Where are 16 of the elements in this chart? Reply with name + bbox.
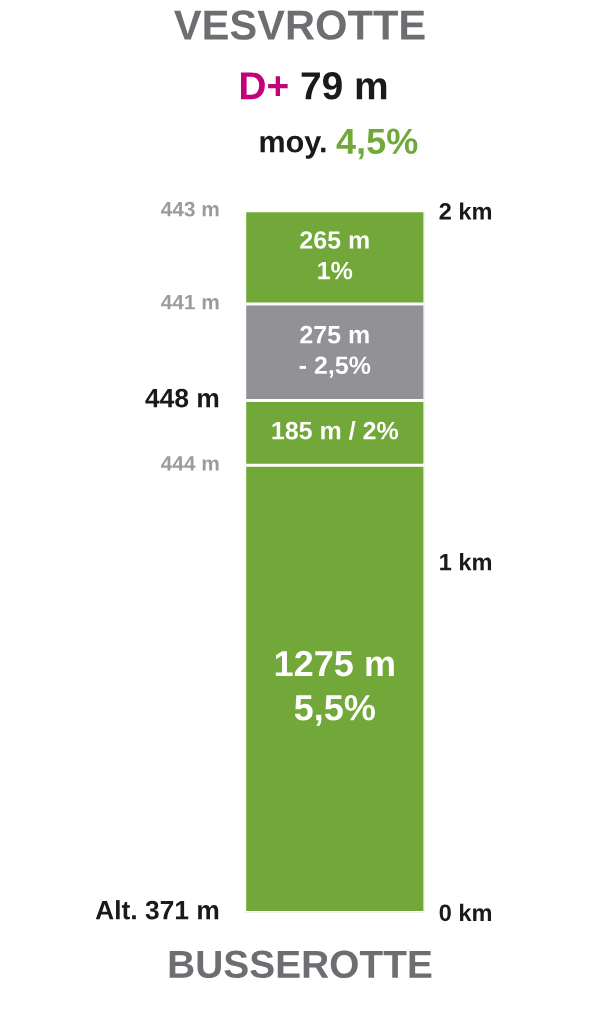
text: 443 m — [161, 201, 219, 217]
annotation: 185 m / 2% — [272, 421, 399, 440]
x-axis-title: BUSSEROTTE — [169, 950, 432, 979]
y-tick-label: 1 km — [440, 553, 492, 571]
text: Alt. 371 m — [95, 900, 219, 920]
annotation: 265 m 1% — [300, 231, 369, 280]
annotation: 275 m - 2,5% — [299, 325, 371, 378]
text: moy. 4,5% — [260, 128, 418, 160]
y-tick-label: 2 km — [439, 202, 492, 220]
chart-subtitle: D+ 79 m — [241, 71, 387, 100]
text: 441 m — [161, 294, 219, 310]
text: 448 m — [145, 388, 219, 408]
y-tick-label: 0 km — [439, 903, 492, 922]
annotation: 1275 m 5,5% — [275, 650, 394, 726]
chart-title: VESVROTTE — [174, 10, 425, 40]
text: 444 m — [161, 456, 219, 471]
